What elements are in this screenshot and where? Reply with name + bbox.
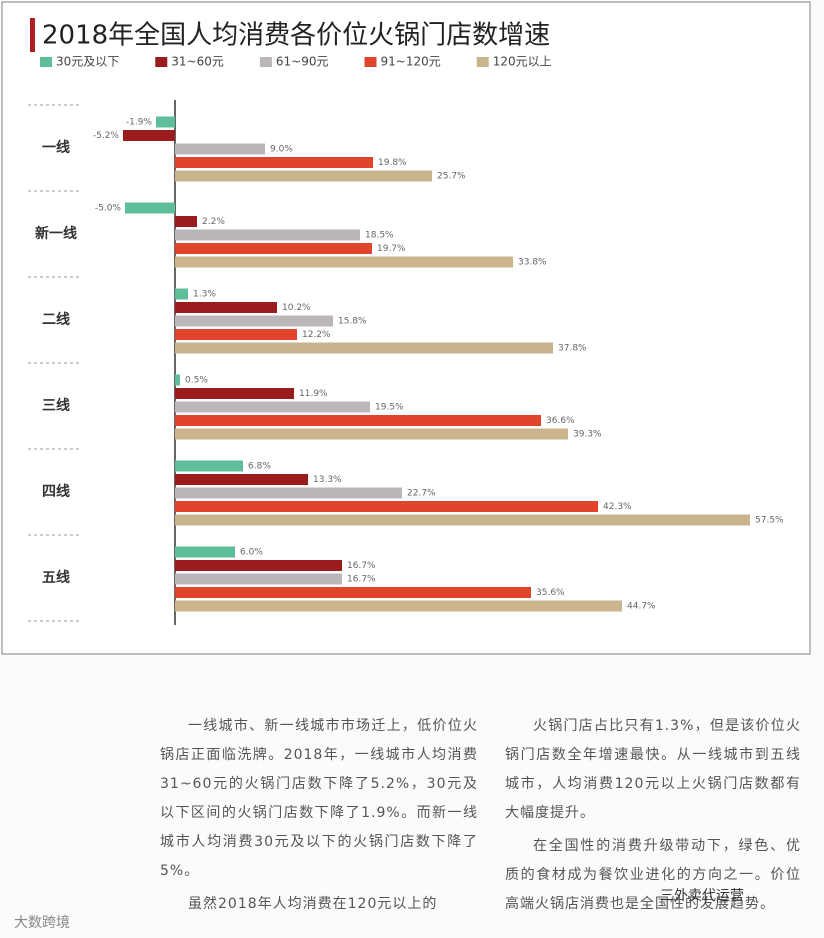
article-right: 火锅门店占比只有1.3%，但是该价位火锅门店数全年增速最快。从一线城市到五线城市…: [505, 712, 801, 923]
y-tick-label: 二线: [42, 311, 70, 328]
data-label: 0.5%: [185, 376, 208, 386]
bar: [175, 302, 277, 313]
data-label: 9.0%: [270, 145, 293, 155]
bar: [175, 460, 243, 472]
data-label: 6.0%: [240, 548, 263, 558]
data-label: 57.5%: [755, 516, 784, 526]
bar: [175, 560, 342, 571]
bar: [175, 170, 432, 182]
title-accent: [30, 18, 35, 52]
data-label: 11.9%: [299, 389, 328, 399]
data-label: 22.7%: [407, 489, 436, 499]
bar: [175, 288, 188, 300]
legend-label: 120元以上: [493, 55, 552, 69]
article-left: 一线城市、新一线城市市场迁上，低价位火锅店正面临洗牌。2018年，一线城市人均消…: [160, 712, 478, 923]
legend-swatch: [476, 57, 489, 67]
legend-label: 91~120元: [381, 55, 441, 69]
y-tick-label: 三线: [42, 397, 70, 414]
data-label: 19.8%: [378, 158, 407, 168]
bar: [175, 374, 180, 386]
bar: [175, 216, 197, 227]
data-label: 10.2%: [282, 303, 311, 313]
bar: [175, 342, 553, 354]
data-label: 13.3%: [313, 475, 342, 485]
bar: [175, 487, 402, 499]
watermark: 大数跨境: [14, 915, 70, 931]
data-label: -5.2%: [93, 131, 120, 141]
bar: [175, 474, 308, 485]
bar: [175, 600, 622, 612]
bar: [175, 315, 333, 327]
y-tick-label: 一线: [42, 139, 70, 156]
data-label: 33.8%: [518, 258, 547, 268]
data-label: 39.3%: [573, 430, 602, 440]
data-label: 16.7%: [347, 575, 376, 585]
bar: [156, 116, 175, 128]
bar: [123, 130, 175, 141]
legend-swatch: [155, 57, 168, 67]
legend-label: 31~60元: [171, 55, 224, 69]
bar: [175, 573, 342, 585]
legend-swatch: [259, 57, 272, 67]
bar: [175, 329, 297, 340]
bar: [175, 157, 373, 168]
data-label: 16.7%: [347, 561, 376, 571]
data-label: -5.0%: [95, 204, 122, 214]
legend-label: 61~90元: [276, 55, 329, 69]
data-label: 19.5%: [375, 403, 404, 413]
bar: [175, 256, 513, 268]
bar: [175, 401, 370, 413]
data-label: 18.5%: [365, 231, 394, 241]
data-label: 36.6%: [546, 416, 575, 426]
bar: [175, 243, 372, 254]
legend-swatch: [40, 57, 52, 67]
data-label: 35.6%: [536, 588, 565, 598]
bar: [175, 587, 531, 598]
bar: [175, 415, 541, 426]
data-label: 37.8%: [558, 344, 587, 354]
chart-title: 2018年全国人均消费各价位火锅门店数增速: [42, 21, 550, 51]
data-label: 1.3%: [193, 290, 216, 300]
data-label: 25.7%: [437, 172, 466, 182]
bar: [175, 501, 598, 512]
data-label: 15.8%: [338, 317, 367, 327]
bar: [125, 202, 175, 214]
paragraph: 在全国性的消费升级带动下，绿色、优质的食材成为餐饮业进化的方向之一。价位高端火锅…: [505, 838, 801, 912]
paragraph: 火锅门店占比只有1.3%，但是该价位火锅门店数全年增速最快。从一线城市到五线城市…: [505, 718, 801, 821]
watermark: 三外卖代运营: [660, 888, 744, 904]
bar: [175, 229, 360, 241]
data-label: 42.3%: [603, 502, 632, 512]
legend-label: 30元及以下: [56, 55, 119, 69]
data-label: 2.2%: [202, 217, 225, 227]
legend-swatch: [364, 57, 377, 67]
bar: [175, 514, 750, 526]
chart: 2018年全国人均消费各价位火锅门店数增速 30元及以下 31~60元 61~90元…: [1, 1, 811, 655]
bar: [175, 428, 568, 440]
y-tick-label: 新一线: [35, 225, 77, 242]
paragraph: 虽然2018年人均消费在120元以上的: [188, 896, 438, 912]
y-tick-label: 五线: [42, 569, 70, 586]
bar: [175, 143, 265, 155]
data-label: 44.7%: [627, 602, 656, 612]
data-label: 6.8%: [248, 462, 271, 472]
bar: [175, 388, 294, 399]
bar: [175, 546, 235, 558]
paragraph: 一线城市、新一线城市市场迁上，低价位火锅店正面临洗牌。2018年，一线城市人均消…: [160, 718, 478, 879]
data-label: 19.7%: [377, 244, 406, 254]
chart-frame: [1, 1, 811, 655]
data-label: -1.9%: [126, 118, 153, 128]
data-label: 12.2%: [302, 330, 331, 340]
y-tick-label: 四线: [42, 483, 70, 500]
